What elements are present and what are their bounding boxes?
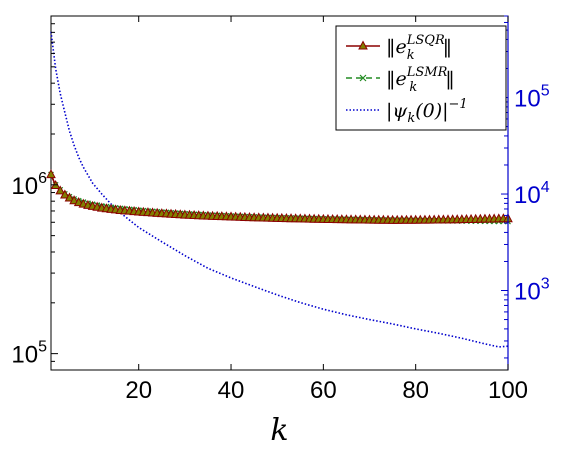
left-y-tick-label: 105 <box>11 339 47 369</box>
x-axis-label-text: k <box>270 413 288 448</box>
x-tick-label: 60 <box>310 377 337 404</box>
series-layer <box>46 31 513 348</box>
legend-label-psi: |ψk(0)|−1 <box>386 97 468 126</box>
series-line-lsmr <box>50 174 509 223</box>
point-lsqr <box>69 195 79 205</box>
point-lsqr <box>55 185 66 195</box>
legend: ‖eLSQR k ‖‖eLSMR k ‖|ψk(0)|−1 <box>335 25 507 131</box>
x-tick-label: 40 <box>218 377 245 404</box>
right-y-tick-label: 104 <box>514 179 550 209</box>
left-y-tick-label: 106 <box>11 170 47 200</box>
point-lsqr <box>46 169 56 179</box>
x-axis-label: k <box>270 413 288 448</box>
x-tick-label: 20 <box>125 377 152 404</box>
point-lsqr <box>64 192 75 202</box>
legend-marker-lsmr <box>359 74 367 82</box>
point-lsqr <box>60 189 70 199</box>
right-y-tick-label: 103 <box>514 276 550 306</box>
series-line-psi <box>50 31 509 348</box>
right-y-tick-label: 105 <box>514 83 550 113</box>
legend-label-lsqr: ‖eLSQR k ‖ <box>386 33 452 63</box>
axes-layer: 20 40 60 80 100 105 106 103 104 105 <box>11 15 550 404</box>
legend-label-lsmr: ‖eLSMR k ‖ <box>386 65 455 95</box>
x-tick-label: 80 <box>402 377 429 404</box>
legend-marker-lsqr <box>358 40 368 50</box>
x-tick-label: 100 <box>488 377 528 404</box>
